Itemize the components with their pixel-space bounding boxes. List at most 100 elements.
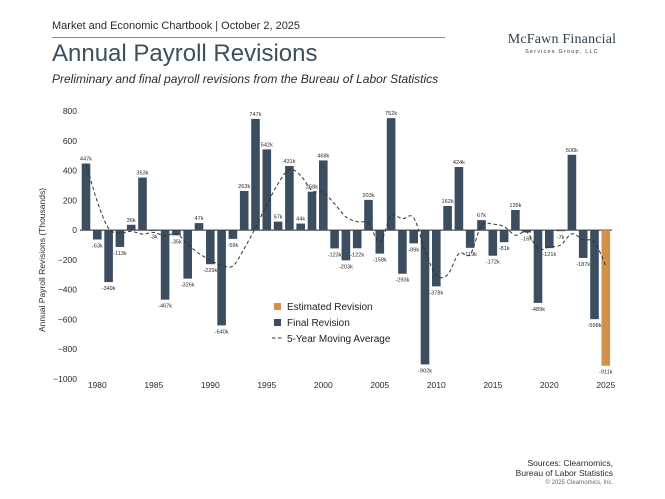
- bar-data-label: -467k: [158, 304, 172, 310]
- final-revision-bar: [364, 199, 373, 231]
- final-revision-bar: [194, 223, 204, 231]
- bar-data-label: 47k: [194, 216, 203, 222]
- y-tick-label: −1000: [53, 374, 77, 384]
- logo-main-text: McFawn Financial: [507, 32, 617, 47]
- y-tick-label: 800: [63, 106, 77, 116]
- final-revision-bar: [409, 230, 418, 244]
- bar-data-label: 57k: [274, 215, 283, 221]
- bar-data-label: -158k: [373, 258, 387, 264]
- bar-data-label: -489k: [531, 307, 545, 313]
- chartbook-header: Market and Economic Chartbook | October …: [52, 20, 301, 32]
- bar-data-label: 135k: [509, 203, 521, 209]
- bar-data-label: -59k: [227, 243, 238, 249]
- final-revision-bar: [341, 230, 351, 261]
- bar-data-label: -122k: [350, 252, 364, 258]
- final-revision-bar: [115, 230, 125, 247]
- final-revision-bar: [138, 177, 147, 231]
- y-tick-label: 0: [72, 225, 77, 235]
- bar-data-label: 424k: [453, 160, 465, 166]
- final-revision-bar: [420, 230, 430, 365]
- x-tick-label: 2005: [370, 380, 389, 390]
- final-revision-bar: [93, 230, 102, 240]
- final-revision-bar: [578, 230, 588, 258]
- final-revision-bar: [285, 165, 294, 231]
- x-tick-label: 2015: [483, 380, 502, 390]
- y-tick-label: −800: [58, 344, 77, 354]
- bar-data-label: -16k: [521, 236, 532, 242]
- final-revision-bar: [217, 230, 226, 326]
- legend-label-estimated: Estimated Revision: [287, 302, 373, 313]
- x-tick-label: 2025: [596, 380, 615, 390]
- bar-data-label: -229k: [203, 268, 217, 274]
- final-revision-bar: [432, 230, 441, 287]
- bar-data-label: 747k: [249, 112, 261, 118]
- bar-data-label: 67k: [477, 213, 486, 219]
- bar-data-label: -640k: [215, 329, 229, 335]
- final-revision-bar: [262, 149, 272, 231]
- bar-data-label: -63k: [92, 243, 103, 249]
- bar-data-label: 542k: [261, 142, 273, 148]
- final-revision-bar: [488, 230, 498, 256]
- y-tick-label: 600: [63, 136, 77, 146]
- bar-data-label: -378k: [429, 290, 443, 296]
- final-revision-bar: [319, 160, 328, 231]
- bar-data-label: -187k: [576, 262, 590, 268]
- moving-average-line: [85, 163, 607, 279]
- final-revision-bar: [330, 230, 339, 249]
- y-tick-label: −400: [58, 285, 77, 295]
- final-revision-bar: [104, 230, 113, 283]
- bar-data-label: -326k: [181, 283, 195, 289]
- bar-data-label: -911k: [599, 370, 613, 376]
- final-revision-bar: [398, 230, 407, 274]
- final-revision-bar: [386, 118, 396, 231]
- final-revision-bar: [307, 191, 317, 231]
- bar-data-label: -902k: [418, 368, 432, 374]
- bar-data-label: 258k: [306, 185, 318, 191]
- bar-data-label: 36k: [127, 218, 136, 224]
- bar-data-label: -3k: [150, 235, 158, 241]
- legend-label-moving-average: 5-Year Moving Average: [287, 334, 391, 345]
- estimated-revision-bar: [601, 230, 611, 366]
- final-revision-bar: [590, 230, 599, 320]
- logo-sub-text: Services Group, LLC: [525, 49, 599, 55]
- final-revision-bar: [273, 221, 283, 231]
- legend-swatch-estimated: [274, 303, 281, 310]
- x-tick-label: 1985: [144, 380, 163, 390]
- sources-line-2: Bureau of Labor Statistics: [515, 468, 613, 478]
- bar-data-label: -349k: [102, 286, 116, 292]
- x-tick-label: 1990: [201, 380, 220, 390]
- bar-data-label: 431k: [283, 159, 295, 165]
- bar-data-label: 263k: [238, 184, 250, 190]
- y-tick-label: 200: [63, 195, 77, 205]
- sources-note: Sources: Clearnomics, Bureau of Labor St…: [516, 458, 613, 478]
- bar-data-label: -7k: [557, 235, 565, 241]
- final-revision-bar: [296, 223, 305, 231]
- final-revision-bar: [149, 230, 159, 231]
- y-axis-title: Annual Payroll Revisions (Thousands): [37, 188, 47, 332]
- x-tick-label: 1995: [257, 380, 276, 390]
- final-revision-bar: [239, 190, 249, 231]
- final-revision-bar: [206, 230, 215, 265]
- bar-data-label: 203k: [362, 193, 374, 199]
- sources-line-1: Sources: Clearnomics,: [527, 458, 613, 468]
- y-tick-label: −600: [58, 314, 77, 324]
- final-revision-bar: [465, 230, 475, 248]
- final-revision-bar: [183, 230, 192, 279]
- bar-data-label: -81k: [499, 246, 510, 252]
- final-revision-bar: [511, 210, 520, 231]
- final-revision-bar: [567, 154, 577, 231]
- final-revision-bar: [522, 230, 531, 233]
- company-logo: McFawn Financial Services Group, LLC: [506, 32, 618, 55]
- bar-data-label: -113k: [113, 251, 127, 257]
- bar-data-label: 162k: [442, 199, 454, 205]
- bar-data-label: -203k: [339, 264, 353, 270]
- final-revision-bar: [160, 230, 170, 300]
- page-subtitle: Preliminary and final payroll revisions …: [52, 72, 439, 86]
- final-revision-bar: [228, 230, 238, 239]
- legend-label-final: Final Revision: [287, 318, 350, 329]
- bar-data-label: -123k: [328, 252, 342, 258]
- bar-data-label: 353k: [136, 171, 148, 177]
- header-divider: [52, 37, 445, 38]
- final-revision-bar: [499, 230, 509, 243]
- final-revision-bar: [477, 220, 486, 231]
